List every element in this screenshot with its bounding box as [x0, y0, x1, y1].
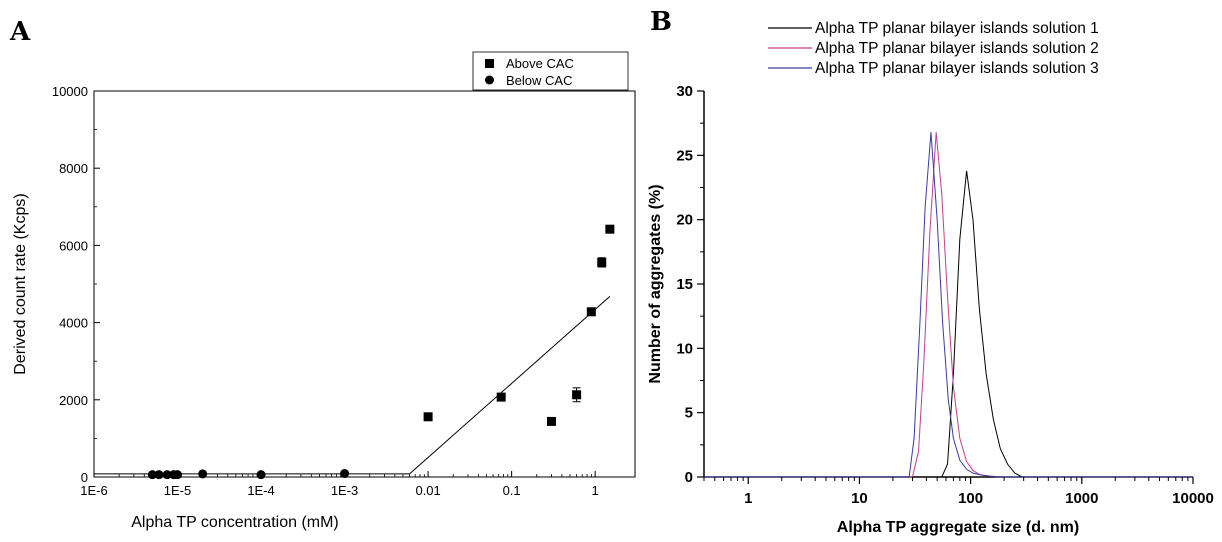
legend-label-1: Alpha TP planar bilayer islands solution… [815, 20, 1099, 37]
y-tick-label: 6000 [59, 238, 88, 253]
x-tick-label: 1E-6 [80, 483, 107, 498]
point-below-cac [198, 469, 207, 478]
y-tick-label: 20 [676, 212, 693, 229]
x-tick-label: 10 [851, 490, 868, 507]
chart-a-x-label: Alpha TP concentration (mM) [131, 514, 339, 531]
chart-a: 1E-6 1E-5 1E-4 1E-3 0.01 0.1 1 0 2000 4000 6000 80… [12, 52, 635, 531]
series-line-1 [704, 171, 1193, 477]
chart-a-fit-lines [94, 296, 610, 474]
point-above-cac [424, 412, 433, 421]
chart-b-x-ticks: 1 10 100 1000 10000 [704, 477, 1214, 507]
chart-a-marks [148, 225, 614, 479]
y-tick-label: 30 [676, 83, 693, 100]
point-above-cac [547, 417, 556, 426]
point-above-cac [605, 225, 614, 234]
x-tick-label: 10000 [1172, 490, 1214, 507]
legend-label-above-cac: Above CAC [506, 56, 574, 71]
chart-b-x-label: Alpha TP aggregate size (d. nm) [837, 519, 1079, 536]
legend-marker-square [485, 59, 494, 68]
fit-line [410, 296, 610, 474]
point-above-cac [572, 390, 581, 399]
x-tick-label: 1E-4 [247, 483, 274, 498]
chart-b: 1 10 100 1000 10000 0 5 10 15 20 25 30 Alpha TP ag… [647, 20, 1214, 536]
x-tick-label: 1 [592, 483, 599, 498]
chart-b-lines [704, 132, 1193, 477]
chart-b-y-label: Number of aggregates (%) [647, 184, 664, 383]
x-tick-label: 1E-3 [331, 483, 358, 498]
y-tick-label: 10000 [52, 84, 88, 99]
x-tick-label: 1000 [1065, 490, 1098, 507]
chart-a-y-ticks: 0 2000 4000 6000 8000 10000 [52, 84, 100, 485]
y-tick-label: 25 [676, 147, 693, 164]
x-tick-label: 1 [744, 490, 752, 507]
legend-label-below-cac: Below CAC [506, 73, 572, 88]
y-tick-label: 2000 [59, 393, 88, 408]
panel-label-a: A [9, 17, 31, 47]
chart-b-y-ticks: 0 5 10 15 20 25 30 [676, 83, 704, 486]
chart-b-legend: Alpha TP planar bilayer islands solution… [768, 20, 1099, 77]
x-tick-label: 0.1 [503, 483, 521, 498]
y-tick-label: 0 [81, 470, 88, 485]
legend-marker-circle [485, 76, 494, 85]
point-above-cac [597, 258, 606, 267]
legend-label-2: Alpha TP planar bilayer islands solution… [815, 40, 1099, 57]
y-tick-label: 8000 [59, 161, 88, 176]
x-tick-label: 0.01 [415, 483, 440, 498]
y-tick-label: 10 [676, 340, 693, 357]
chart-a-legend: Above CAC Below CAC [473, 52, 628, 90]
chart-a-y-label: Derived count rate (Kcps) [12, 193, 29, 374]
x-tick-label: 100 [958, 490, 983, 507]
y-tick-label: 0 [685, 469, 693, 486]
y-tick-label: 15 [676, 276, 693, 293]
series-line-2 [704, 132, 1193, 477]
panel-label-b: B [650, 7, 672, 37]
point-above-cac [497, 393, 506, 402]
y-tick-label: 5 [685, 405, 693, 422]
legend-label-3: Alpha TP planar bilayer islands solution… [815, 60, 1099, 77]
x-tick-label: 1E-5 [164, 483, 191, 498]
y-tick-label: 4000 [59, 316, 88, 331]
point-above-cac [587, 307, 596, 316]
